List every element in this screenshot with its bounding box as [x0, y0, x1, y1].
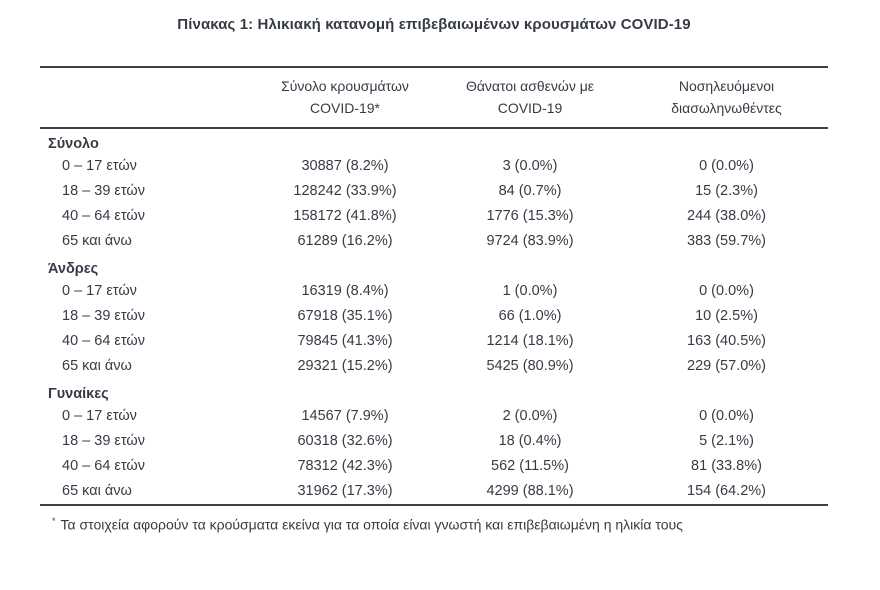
deaths-cell: 9724 (83.9%)	[486, 233, 574, 249]
intubated-cell: 0 (0.0%)	[699, 283, 754, 299]
age-label: 0 – 17 ετών	[62, 408, 137, 424]
column-header-line: Νοσηλευόμενοι	[678, 78, 775, 94]
deaths-cell: 1 (0.0%)	[502, 283, 558, 299]
page: Πίνακας 1: Ηλικιακή κατανομή επιβεβαιωμέ…	[0, 15, 880, 590]
age-label: 65 και άνω	[62, 358, 132, 374]
age-label: 18 – 39 ετών	[62, 183, 145, 199]
table-bottom-rule	[40, 504, 828, 506]
table-title: Πίνακας 1: Ηλικιακή κατανομή επιβεβαιωμέ…	[177, 16, 691, 33]
table-row: 18 – 39 ετών 128242 (33.9%) 84 (0.7%) 15 (2…	[40, 179, 828, 204]
deaths-cell: 4299 (88.1%)	[486, 483, 574, 499]
intubated-cell: 383 (59.7%)	[687, 233, 766, 249]
table-row: 0 – 17 ετών 14567 (7.9%) 2 (0.0%) 0 (0.0%)	[40, 404, 828, 429]
intubated-cell: 81 (33.8%)	[691, 458, 762, 474]
intubated-cell: 0 (0.0%)	[699, 158, 754, 174]
deaths-cell: 5425 (80.9%)	[486, 358, 574, 374]
total-cases-cell: 67918 (35.1%)	[297, 308, 393, 324]
table-section: Άνδρες 0 – 17 ετών 16319 (8.4%) 1 (0.0%) 0 (…	[40, 259, 828, 379]
deaths-cell: 2 (0.0%)	[502, 408, 558, 424]
total-cases-cell: 79845 (41.3%)	[297, 333, 393, 349]
table-row: 0 – 17 ετών 30887 (8.2%) 3 (0.0%) 0 (0.0%)	[40, 154, 828, 179]
intubated-cell: 154 (64.2%)	[687, 483, 766, 499]
footnote-marker: *	[52, 516, 56, 526]
column-header-line: Σύνολο κρουσμάτων	[281, 78, 409, 94]
table-row: 65 και άνω 31962 (17.3%) 4299 (88.1%) 154 (…	[40, 479, 828, 504]
table-header-row: Σύνολο κρουσμάτων COVID-19* Θάνατοι ασθε…	[40, 68, 828, 127]
row-label-column-header	[40, 75, 255, 119]
age-label: 40 – 64 ετών	[62, 208, 145, 224]
deaths-cell: 3 (0.0%)	[502, 158, 558, 174]
table-section: Σύνολο 0 – 17 ετών 30887 (8.2%) 3 (0.0%) 0 (…	[40, 134, 828, 254]
table-top-rule	[40, 66, 828, 68]
intubated-cell: 0 (0.0%)	[699, 408, 754, 424]
deaths-cell: 1776 (15.3%)	[486, 208, 574, 224]
table-row: 0 – 17 ετών 16319 (8.4%) 1 (0.0%) 0 (0.0%)	[40, 279, 828, 304]
column-header-line: COVID-19	[497, 100, 563, 116]
total-cases-cell: 14567 (7.9%)	[301, 408, 389, 424]
table-row: 18 – 39 ετών 60318 (32.6%) 18 (0.4%) 5 (2.1…	[40, 429, 828, 454]
covid-age-table: Σύνολο κρουσμάτων COVID-19* Θάνατοι ασθε…	[40, 66, 828, 506]
total-cases-cell: 128242 (33.9%)	[293, 183, 397, 199]
column-header-line: διασωληνωθέντες	[671, 100, 782, 116]
deaths-cell: 18 (0.4%)	[498, 433, 562, 449]
footnote-text: Τα στοιχεία αφορούν τα κρούσματα εκείνα …	[60, 516, 683, 533]
table-row: 40 – 64 ετών 79845 (41.3%) 1214 (18.1%) 163…	[40, 329, 828, 354]
total-cases-cell: 31962 (17.3%)	[297, 483, 393, 499]
table-sections: Σύνολο 0 – 17 ετών 30887 (8.2%) 3 (0.0%) 0 (…	[40, 134, 828, 504]
total-cases-cell: 29321 (15.2%)	[297, 358, 393, 374]
total-cases-cell: 78312 (42.3%)	[297, 458, 393, 474]
age-label: 40 – 64 ετών	[62, 333, 145, 349]
deaths-cell: 562 (11.5%)	[491, 458, 569, 474]
section-label: Άνδρες	[48, 261, 99, 277]
table-row: 65 και άνω 29321 (15.2%) 5425 (80.9%) 229 (…	[40, 354, 828, 379]
column-header-total-cases: Σύνολο κρουσμάτων COVID-19*	[255, 75, 435, 119]
section-label: Γυναίκες	[48, 386, 109, 402]
table-header-rule	[40, 127, 828, 129]
intubated-cell: 5 (2.1%)	[699, 433, 754, 449]
intubated-cell: 229 (57.0%)	[687, 358, 766, 374]
table-row: 65 και άνω 61289 (16.2%) 9724 (83.9%) 383 (…	[40, 229, 828, 254]
age-label: 65 και άνω	[62, 483, 132, 499]
deaths-cell: 66 (1.0%)	[498, 308, 562, 324]
intubated-cell: 15 (2.3%)	[695, 183, 758, 199]
column-header-intubated: Νοσηλευόμενοι διασωληνωθέντες	[625, 75, 828, 119]
age-label: 65 και άνω	[62, 233, 132, 249]
total-cases-cell: 30887 (8.2%)	[301, 158, 389, 174]
total-cases-cell: 60318 (32.6%)	[297, 433, 393, 449]
intubated-cell: 244 (38.0%)	[687, 208, 766, 224]
table-row: 18 – 39 ετών 67918 (35.1%) 66 (1.0%) 10 (2.…	[40, 304, 828, 329]
column-header-deaths: Θάνατοι ασθενών με COVID-19	[435, 75, 625, 119]
footnote: * Τα στοιχεία αφορούν τα κρούσματα εκείνα…	[52, 511, 880, 535]
total-cases-cell: 61289 (16.2%)	[297, 233, 393, 249]
column-header-line: COVID-19*	[309, 100, 381, 116]
total-cases-cell: 16319 (8.4%)	[301, 283, 389, 299]
age-label: 18 – 39 ετών	[62, 308, 145, 324]
age-label: 0 – 17 ετών	[62, 158, 137, 174]
intubated-cell: 163 (40.5%)	[687, 333, 766, 349]
deaths-cell: 84 (0.7%)	[498, 183, 562, 199]
age-label: 40 – 64 ετών	[62, 458, 145, 474]
section-label: Σύνολο	[48, 136, 99, 152]
age-label: 18 – 39 ετών	[62, 433, 145, 449]
total-cases-cell: 158172 (41.8%)	[293, 208, 397, 224]
column-header-line: Θάνατοι ασθενών με	[465, 78, 595, 94]
age-label: 0 – 17 ετών	[62, 283, 137, 299]
table-section: Γυναίκες 0 – 17 ετών 14567 (7.9%) 2 (0.0%) 0…	[40, 384, 828, 504]
intubated-cell: 10 (2.5%)	[695, 308, 758, 324]
table-row: 40 – 64 ετών 78312 (42.3%) 562 (11.5%) 81 (…	[40, 454, 828, 479]
table-row: 40 – 64 ετών 158172 (41.8%) 1776 (15.3%) 24…	[40, 204, 828, 229]
deaths-cell: 1214 (18.1%)	[486, 333, 574, 349]
